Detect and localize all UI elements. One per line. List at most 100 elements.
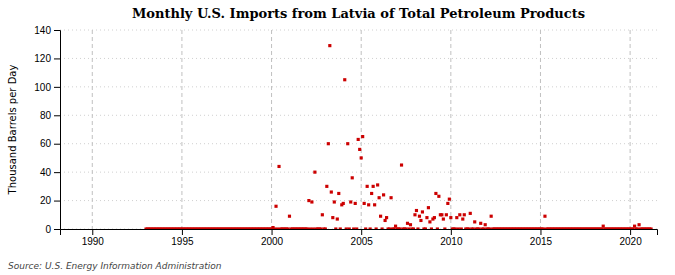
grid-line-y	[60, 172, 657, 173]
grid-line-y	[60, 58, 657, 59]
point	[418, 215, 421, 218]
x-tick-label: 2015	[530, 236, 553, 247]
title: Monthly U.S. Imports from Latvia of Tota…	[132, 6, 585, 21]
point	[366, 185, 369, 188]
point	[457, 227, 460, 229]
grid-line-x	[630, 30, 631, 229]
y-tick-label: 100	[34, 82, 51, 93]
grid-line-y	[60, 200, 657, 201]
point	[415, 209, 418, 212]
x-axis-line	[61, 230, 658, 236]
point	[543, 215, 546, 218]
point	[406, 222, 409, 225]
x-tick: 2010	[440, 229, 463, 247]
point	[345, 227, 348, 229]
x-tick-mark	[272, 229, 273, 235]
point	[424, 227, 427, 229]
point	[416, 227, 419, 229]
point	[400, 163, 403, 166]
point	[370, 192, 373, 195]
point	[482, 227, 485, 229]
point	[309, 227, 312, 229]
x-tick: 2005	[351, 229, 374, 247]
point	[633, 225, 636, 228]
point	[437, 195, 440, 198]
point	[419, 219, 422, 222]
point	[428, 220, 431, 223]
point	[421, 210, 424, 213]
point	[351, 176, 354, 179]
point	[367, 203, 370, 206]
point	[448, 198, 451, 201]
point	[369, 227, 372, 229]
y-tick-mark	[54, 201, 60, 202]
point	[436, 227, 439, 229]
point	[602, 225, 605, 228]
x-tick-mark	[182, 229, 183, 235]
point	[637, 223, 640, 226]
y-tick-mark	[54, 30, 60, 31]
x-tick: 2020	[619, 229, 642, 247]
point	[328, 44, 331, 47]
point	[321, 213, 324, 216]
point	[479, 222, 482, 225]
point	[373, 203, 376, 206]
grid-line-x	[540, 30, 541, 229]
point	[379, 215, 382, 218]
point	[288, 215, 291, 218]
point	[339, 227, 342, 229]
point	[361, 135, 364, 138]
point	[473, 220, 476, 223]
point	[382, 193, 385, 196]
point	[413, 213, 416, 216]
y-tick-label: 140	[34, 25, 51, 36]
point	[455, 216, 458, 219]
point	[378, 196, 381, 199]
point	[542, 227, 545, 229]
x-tick-label: 2000	[261, 236, 284, 247]
y-tick: 20	[40, 195, 60, 206]
y-tick-label: 20	[40, 195, 52, 206]
point	[310, 200, 313, 203]
y-tick: 60	[40, 138, 60, 149]
point	[327, 142, 330, 145]
point	[469, 212, 472, 215]
point	[324, 227, 327, 229]
point	[449, 216, 452, 219]
y-axis: 020406080100120140	[34, 25, 60, 235]
point	[357, 138, 360, 141]
source: Source: U.S. Energy Information Administ…	[8, 261, 222, 271]
point	[360, 156, 363, 159]
point	[409, 223, 412, 226]
x-axis: 1990199520002005201020152020	[61, 229, 658, 247]
x-tick: 1995	[171, 229, 194, 247]
point	[384, 219, 387, 222]
point	[445, 213, 448, 216]
grid-line-x	[92, 30, 93, 229]
point	[443, 227, 446, 229]
point	[467, 227, 470, 229]
point	[478, 227, 481, 229]
point	[388, 227, 391, 229]
point	[636, 227, 639, 229]
point	[472, 227, 475, 229]
y-tick: 100	[34, 82, 60, 93]
x-tick-label: 2020	[619, 236, 642, 247]
y-tick: 0	[45, 224, 60, 235]
point	[355, 227, 358, 229]
point	[407, 227, 410, 229]
x-tick-label: 1995	[171, 236, 194, 247]
y-axis-line	[54, 31, 61, 230]
point	[372, 185, 375, 188]
point	[484, 223, 487, 226]
x-tick: 2000	[261, 229, 284, 247]
point	[363, 202, 366, 205]
point	[334, 227, 337, 229]
point	[376, 183, 379, 186]
point	[389, 196, 392, 199]
x-tick: 2015	[530, 229, 553, 247]
point	[349, 200, 352, 203]
point	[336, 217, 339, 220]
point	[394, 225, 397, 228]
point	[343, 78, 346, 81]
